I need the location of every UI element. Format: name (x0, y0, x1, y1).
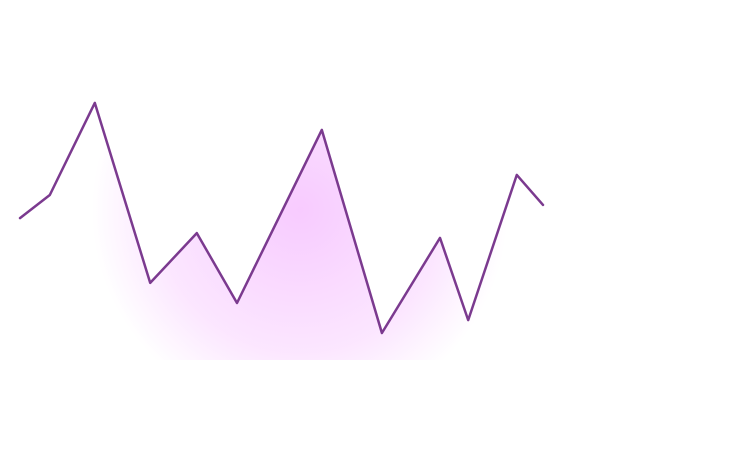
line (18, 101, 545, 335)
area-fill (20, 102, 543, 361)
